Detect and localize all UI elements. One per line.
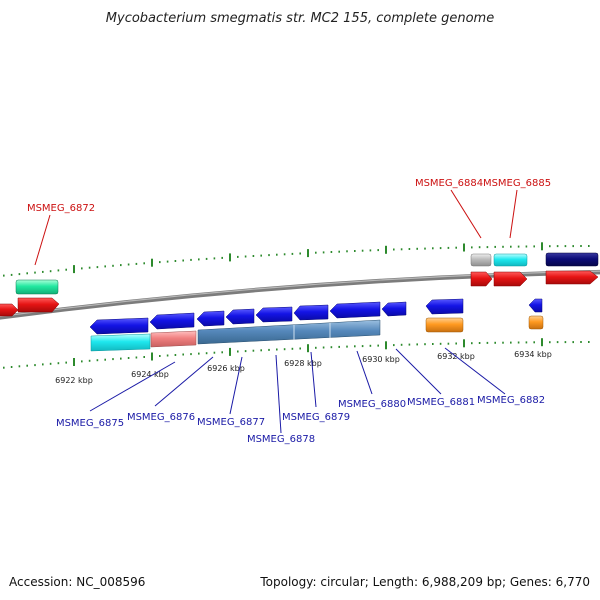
feature-blue-arrow[interactable] bbox=[89, 317, 149, 335]
leader-line bbox=[310, 351, 317, 408]
gene-label-msmeg-6875[interactable]: MSMEG_6875 bbox=[56, 418, 124, 429]
feature-blue-arrow[interactable] bbox=[149, 312, 195, 330]
feature-red-arrow[interactable] bbox=[17, 297, 60, 313]
reverse-strand-features bbox=[89, 298, 544, 352]
forward-strand-features bbox=[0, 252, 599, 317]
tick-row-top bbox=[2, 242, 590, 277]
tick-label: 6924 kbp bbox=[131, 370, 169, 379]
gene-label-msmeg-6880[interactable]: MSMEG_6880 bbox=[338, 399, 406, 410]
gene-label-msmeg-6879[interactable]: MSMEG_6879 bbox=[282, 412, 350, 423]
feature-steel-block[interactable] bbox=[197, 319, 381, 345]
feature-red-arrow[interactable] bbox=[0, 303, 19, 317]
gene-labels-top: MSMEG_6872 MSMEG_6884 MSMEG_6885 bbox=[27, 178, 551, 214]
feature-red-arrow[interactable] bbox=[470, 271, 493, 287]
feature-blue-arrow[interactable] bbox=[528, 298, 543, 313]
tick-labels: 6922 kbp 6924 kbp 6926 kbp 6928 kbp 6930… bbox=[55, 350, 552, 385]
genome-title: Mycobacterium smegmatis str. MC2 155, co… bbox=[106, 11, 494, 26]
gene-label-msmeg-6877[interactable]: MSMEG_6877 bbox=[197, 417, 265, 428]
feature-red-arrow[interactable] bbox=[493, 271, 528, 287]
feature-blue-arrow[interactable] bbox=[255, 306, 293, 323]
leader-line bbox=[34, 214, 51, 266]
leader-line bbox=[395, 348, 442, 395]
feature-gray-block[interactable] bbox=[470, 253, 492, 267]
tick-label: 6926 kbp bbox=[207, 364, 245, 373]
gene-label-msmeg-6884[interactable]: MSMEG_6884 bbox=[415, 178, 483, 189]
feature-blue-arrow[interactable] bbox=[225, 308, 255, 325]
feature-pink-block[interactable] bbox=[150, 330, 197, 348]
feature-red-arrow[interactable] bbox=[545, 270, 599, 285]
leader-lines-bottom bbox=[89, 347, 506, 434]
tick-label: 6934 kbp bbox=[514, 350, 552, 359]
tick-label: 6922 kbp bbox=[55, 376, 93, 385]
leader-line bbox=[154, 356, 214, 407]
accession-text: Accession: NC_008596 bbox=[9, 575, 145, 589]
tick-row-bottom bbox=[2, 338, 590, 369]
feature-orange-block[interactable] bbox=[425, 317, 464, 333]
tick-label: 6928 kbp bbox=[284, 359, 322, 368]
leader-line bbox=[356, 350, 373, 395]
gene-labels-bottom: MSMEG_6875 MSMEG_6876 MSMEG_6877 MSMEG_6… bbox=[56, 395, 545, 445]
gene-label-msmeg-6881[interactable]: MSMEG_6881 bbox=[407, 397, 475, 408]
leader-line bbox=[275, 354, 282, 434]
leader-line bbox=[450, 189, 482, 239]
leader-line bbox=[89, 361, 176, 412]
feature-blue-arrow[interactable] bbox=[196, 310, 225, 327]
feature-navy-block[interactable] bbox=[545, 252, 599, 267]
feature-orange-block[interactable] bbox=[528, 315, 544, 330]
leader-lines-top bbox=[34, 189, 518, 266]
feature-blue-arrow[interactable] bbox=[329, 301, 381, 319]
genome-summary-text: Topology: circular; Length: 6,988,209 bp… bbox=[259, 575, 590, 589]
feature-cyan-block[interactable] bbox=[493, 253, 528, 267]
feature-blue-arrow[interactable] bbox=[293, 304, 329, 321]
gene-label-msmeg-6885[interactable]: MSMEG_6885 bbox=[483, 178, 551, 189]
feature-green-block[interactable] bbox=[15, 279, 59, 295]
feature-blue-arrow[interactable] bbox=[425, 298, 464, 315]
leader-line bbox=[509, 189, 518, 239]
gene-label-msmeg-6878[interactable]: MSMEG_6878 bbox=[247, 434, 315, 445]
leader-line bbox=[444, 347, 506, 395]
gene-label-msmeg-6876[interactable]: MSMEG_6876 bbox=[127, 412, 195, 423]
gene-label-msmeg-6872[interactable]: MSMEG_6872 bbox=[27, 203, 95, 214]
tick-label: 6930 kbp bbox=[362, 355, 400, 364]
leader-line bbox=[229, 356, 243, 415]
gene-label-msmeg-6882[interactable]: MSMEG_6882 bbox=[477, 395, 545, 406]
feature-blue-arrow[interactable] bbox=[381, 301, 407, 317]
feature-cyan-block[interactable] bbox=[90, 333, 151, 352]
